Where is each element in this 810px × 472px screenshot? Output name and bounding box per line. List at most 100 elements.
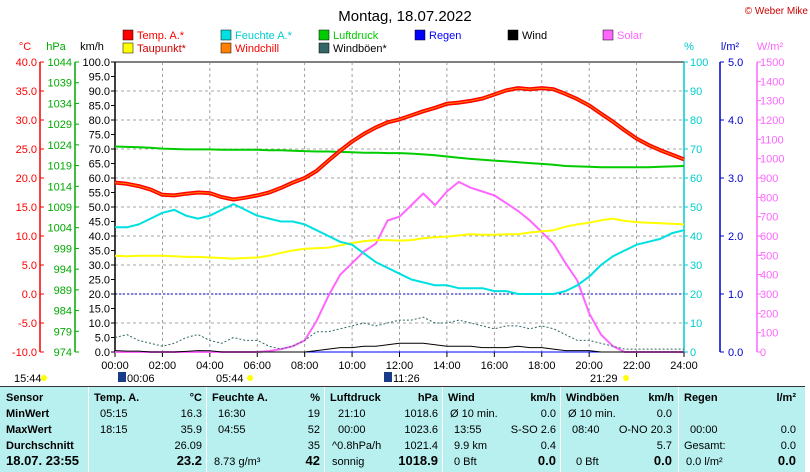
stats-header-rain-unit: l/m²: [776, 392, 796, 404]
wind-r1: 0.0: [540, 408, 556, 420]
chart-title: Montag, 18.07.2022: [338, 8, 471, 25]
stats-panel: Sensor Temp. A. °C Feuchte A. % Luftdruc…: [0, 386, 805, 472]
axis-tick-label-solar: 0: [760, 347, 766, 359]
temp-min-time: 05:15: [100, 408, 128, 420]
gust-r1: 0.0: [656, 408, 672, 420]
weather-chart: Montag, 18.07.2022 © Weber Mike Temp. A.…: [12, 6, 809, 385]
axis-tick-label-press: 1044: [48, 57, 72, 69]
axis-tick-label-wind: 90.0: [89, 86, 110, 98]
legend-label: Solar: [617, 30, 643, 42]
axis-tick-label-solar: 800: [760, 192, 778, 204]
axis-tick-label-press: 974: [54, 347, 72, 359]
axis-tick-label-wind: 100.0: [82, 57, 110, 69]
series-line: [115, 180, 684, 353]
rain-r3-label: Gesamt:: [684, 440, 726, 452]
gust-r2: O-NO 20.3: [618, 424, 672, 436]
axis-tick-label-wind: 55.0: [89, 188, 110, 200]
x-tick-label: 14:00: [433, 360, 461, 372]
legend-label: Taupunkt*: [137, 43, 187, 55]
axis-tick-label-temp: -10.0: [12, 347, 37, 359]
axis-tick-label-temp: 0.0: [22, 289, 37, 301]
chart-legend: Temp. A.* Feuchte A.* Luftdruck Regen Wind So…: [122, 29, 643, 55]
x-tick-label: 22:00: [623, 360, 651, 372]
axis-tick-label-hum: 10: [690, 318, 702, 330]
sunrise-label: 05:44: [216, 373, 244, 385]
stats-header-gust-unit: km/h: [648, 392, 674, 404]
stats-header-press-unit: hPa: [417, 392, 438, 404]
legend-swatch: [318, 29, 330, 41]
axis-tick-label-solar: 1400: [760, 76, 784, 88]
stats-header-wind: Wind: [448, 392, 475, 404]
temp-max: 35.9: [180, 424, 202, 436]
axis-tick-label-press: 1004: [48, 223, 72, 235]
x-tick-label: 20:00: [575, 360, 603, 372]
sun-icon: [41, 375, 47, 381]
legend-swatch: [414, 29, 426, 41]
axis-unit-rain: l/m²: [721, 41, 740, 53]
axis-tick-label-wind: 35.0: [89, 246, 110, 258]
x-tick-label: 00:00: [101, 360, 129, 372]
axis-tick-label-hum: 30: [690, 260, 702, 272]
axis-tick-label-press: 1009: [48, 202, 72, 214]
series-line: [114, 342, 684, 353]
axis-tick-label-temp: 35.0: [16, 86, 37, 98]
axis-tick-label-hum: 90: [690, 86, 702, 98]
axis-tick-label-temp: 15.0: [16, 202, 37, 214]
rain-r2: 0.0: [780, 424, 796, 436]
axis-tick-label-temp: 10.0: [16, 231, 37, 243]
axis-tick-label-solar: 400: [760, 270, 778, 282]
wind-r2: S-SO 2.6: [510, 424, 556, 436]
axis-tick-label-press: 984: [54, 306, 72, 318]
x-axis: 00:00 02:00 04:00 06:00 08:00 10:00 12:00 14:00…: [101, 352, 698, 372]
axis-tick-label-wind: 20.0: [89, 289, 110, 301]
axis-unit-hum: %: [684, 41, 694, 53]
axis-tick-label-rain: 1.0: [728, 289, 743, 301]
axis-tick-label-solar: 900: [760, 173, 778, 185]
hum-max: 52: [307, 424, 320, 436]
gust-r3: 5.7: [656, 440, 672, 452]
x-tick-label: 08:00: [291, 360, 319, 372]
stats-header-hum-unit: %: [310, 392, 320, 404]
axis-tick-label-solar: 500: [760, 250, 778, 262]
axis-tick-label-temp: 25.0: [16, 144, 37, 156]
axis-unit-wind: km/h: [80, 41, 104, 53]
legend-label: Feuchte A.*: [235, 30, 293, 42]
x-tick-label: 16:00: [481, 360, 509, 372]
sunset-icon: [623, 375, 629, 381]
axis-tick-label-solar: 200: [760, 308, 778, 320]
axis-tick-label-press: 1034: [48, 98, 72, 110]
axis-tick-label-wind: 0.0: [95, 347, 110, 359]
gust-now: 0.0: [653, 453, 672, 468]
legend-label: Wind: [522, 30, 547, 42]
axis-tick-label-rain: 5.0: [728, 57, 743, 69]
x-tick-label: 04:00: [196, 360, 224, 372]
hum-now: 42: [305, 453, 320, 468]
axis-tick-label-wind: 15.0: [89, 304, 110, 316]
legend-swatch: [220, 29, 232, 41]
moon-icon: [384, 372, 392, 382]
press-max-time: 00:00: [338, 424, 366, 436]
stats-row-avg: Durchschnitt: [6, 440, 74, 452]
axis-tick-label-hum: 20: [690, 289, 702, 301]
legend-label: Regen: [429, 30, 461, 42]
hum-min-time: 16:30: [218, 408, 246, 420]
rain-r3: 0.0: [780, 440, 796, 452]
axis-tick-label-press: 1024: [48, 140, 72, 152]
axis-tick-label-solar: 1200: [760, 115, 784, 127]
axis-tick-label-temp: 40.0: [16, 57, 37, 69]
series-line: [114, 145, 685, 169]
axis-tick-label-press: 1019: [48, 161, 72, 173]
wind-r2-label: 13:55: [454, 424, 482, 436]
hum-avg: 35: [307, 440, 320, 452]
legend-swatch: [122, 42, 134, 54]
hum-abs: 8.73 g/m³: [214, 456, 261, 468]
legend-swatch: [122, 29, 134, 41]
legend-label: Windböen*: [333, 43, 388, 55]
gust-r1-label: Ø 10 min.: [568, 408, 616, 420]
moon-label: 00:06: [127, 373, 155, 385]
temp-now: 23.2: [176, 453, 202, 468]
gust-r2-label: 08:40: [572, 424, 600, 436]
legend-label: Temp. A.*: [137, 30, 185, 42]
axis-tick-label-press: 989: [54, 285, 72, 297]
stats-header-hum: Feuchte A.: [212, 392, 268, 404]
